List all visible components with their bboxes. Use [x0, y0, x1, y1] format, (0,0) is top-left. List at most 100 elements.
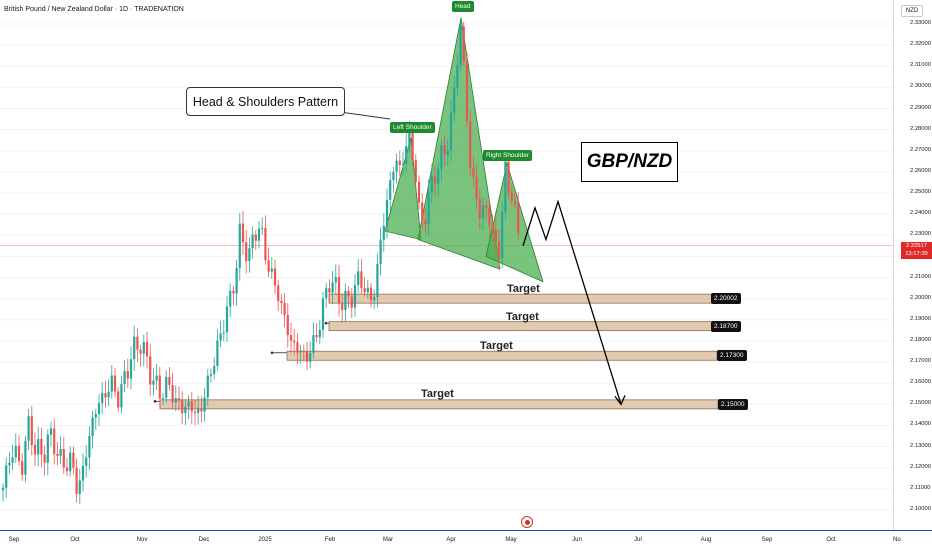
target-label-2[interactable]: Target	[506, 311, 539, 323]
target-level-4[interactable]: 2.15000	[718, 399, 748, 410]
candle-body	[222, 332, 225, 334]
time-axis-label: Feb	[324, 537, 336, 543]
candle-body	[43, 454, 46, 463]
price-axis-label: 2.19000	[910, 315, 931, 322]
right-shoulder-shape	[485, 161, 544, 283]
candle-body	[257, 228, 261, 241]
candle-body	[232, 290, 235, 294]
candle-body	[382, 225, 385, 240]
time-axis-label: May	[505, 537, 517, 543]
price-axis-label: 2.13000	[910, 442, 931, 449]
price-axis-label: 2.23000	[910, 231, 931, 238]
candle-body	[33, 444, 37, 455]
target-level-2[interactable]: 2.18700	[711, 321, 741, 332]
candle-body	[267, 260, 270, 272]
pattern-callout[interactable]: Head & Shoulders Pattern	[186, 87, 345, 116]
time-axis-label: Jun	[572, 537, 582, 543]
target-level-1[interactable]: 2.20002	[711, 293, 741, 304]
candle-body	[30, 416, 33, 445]
candle-body	[248, 248, 251, 262]
target-label-4[interactable]: Target	[421, 388, 454, 400]
candle-body	[120, 384, 123, 408]
left-shoulder-shape	[384, 137, 422, 241]
candle-body	[385, 199, 389, 226]
candle-body	[11, 457, 14, 463]
head-label[interactable]: Head	[452, 1, 474, 12]
time-axis-label: Apr	[446, 537, 456, 543]
candle-body	[152, 380, 155, 385]
candle-body	[171, 384, 174, 403]
current-price-value: 2.22517	[906, 243, 927, 249]
candle-body	[78, 480, 81, 494]
target-label-1[interactable]: Target	[507, 283, 540, 295]
target-zone	[328, 321, 713, 332]
candle-body	[65, 467, 69, 472]
candle-body	[85, 457, 88, 466]
candle-body	[235, 268, 238, 294]
economic-event-icon[interactable]	[521, 516, 533, 528]
target-zone	[328, 293, 713, 304]
time-axis-label: Oct	[70, 537, 80, 543]
candle-body	[181, 400, 184, 414]
candle-body	[456, 64, 459, 88]
candle-body	[168, 376, 171, 385]
candle-body	[117, 391, 120, 408]
candle-body	[504, 161, 507, 212]
candle-body	[107, 391, 110, 398]
time-axis-label: Dec	[198, 537, 210, 543]
price-axis-label: 2.16000	[910, 379, 931, 386]
candle-body	[277, 285, 280, 301]
price-axis-label: 2.20000	[910, 294, 931, 301]
candle-body	[113, 375, 117, 392]
candle-body	[427, 192, 430, 225]
candle-body	[72, 452, 75, 468]
candle-body	[203, 397, 206, 412]
candle-body	[389, 180, 392, 200]
candle-body	[21, 461, 24, 475]
candle-body	[446, 150, 449, 155]
candle-body	[56, 453, 59, 456]
candle-body	[325, 288, 328, 299]
right-shoulder-label[interactable]: Right Shoulder	[483, 150, 532, 161]
candle-body	[126, 371, 129, 379]
candle-body	[174, 398, 177, 403]
price-axis-label: 2.14000	[910, 421, 931, 428]
candle-body	[142, 342, 145, 354]
pair-label[interactable]: GBP/NZD	[581, 142, 678, 182]
candle-body	[321, 298, 325, 330]
candle-body	[184, 406, 187, 414]
candle-body	[309, 353, 312, 362]
symbol-title[interactable]: British Pound / New Zealand Dollar · 1D …	[4, 6, 184, 13]
candle-body	[478, 199, 481, 219]
currency-label[interactable]: NZD	[901, 5, 923, 17]
target-zones	[153, 293, 719, 410]
target-label-3[interactable]: Target	[480, 340, 513, 352]
candle-body	[97, 403, 101, 414]
left-shoulder-label[interactable]: Left Shoulder	[390, 122, 435, 133]
candle-body	[513, 200, 517, 205]
candle-countdown: 13:17:39	[905, 251, 928, 257]
candle-body	[408, 132, 411, 147]
target-level-3[interactable]: 2.17300	[717, 350, 747, 361]
candle-body	[5, 465, 8, 488]
candle-body	[139, 349, 142, 354]
candle-body	[177, 398, 181, 401]
candle-body	[14, 445, 17, 458]
price-axis-label: 2.11000	[910, 484, 931, 491]
candle-body	[200, 408, 203, 412]
candle-body	[104, 393, 107, 398]
zone-anchor-dot	[270, 351, 274, 355]
price-axis-label: 2.24000	[910, 210, 931, 217]
candle-body	[1, 487, 5, 491]
price-axis[interactable]	[893, 0, 932, 530]
candle-body	[469, 121, 472, 169]
candle-body	[373, 297, 376, 301]
candle-body	[433, 176, 437, 184]
candle-body	[280, 300, 283, 304]
candle-body	[462, 26, 465, 62]
candle-body	[270, 268, 273, 272]
candle-body	[155, 375, 158, 381]
candle-body	[299, 350, 302, 353]
time-axis[interactable]	[0, 530, 932, 551]
